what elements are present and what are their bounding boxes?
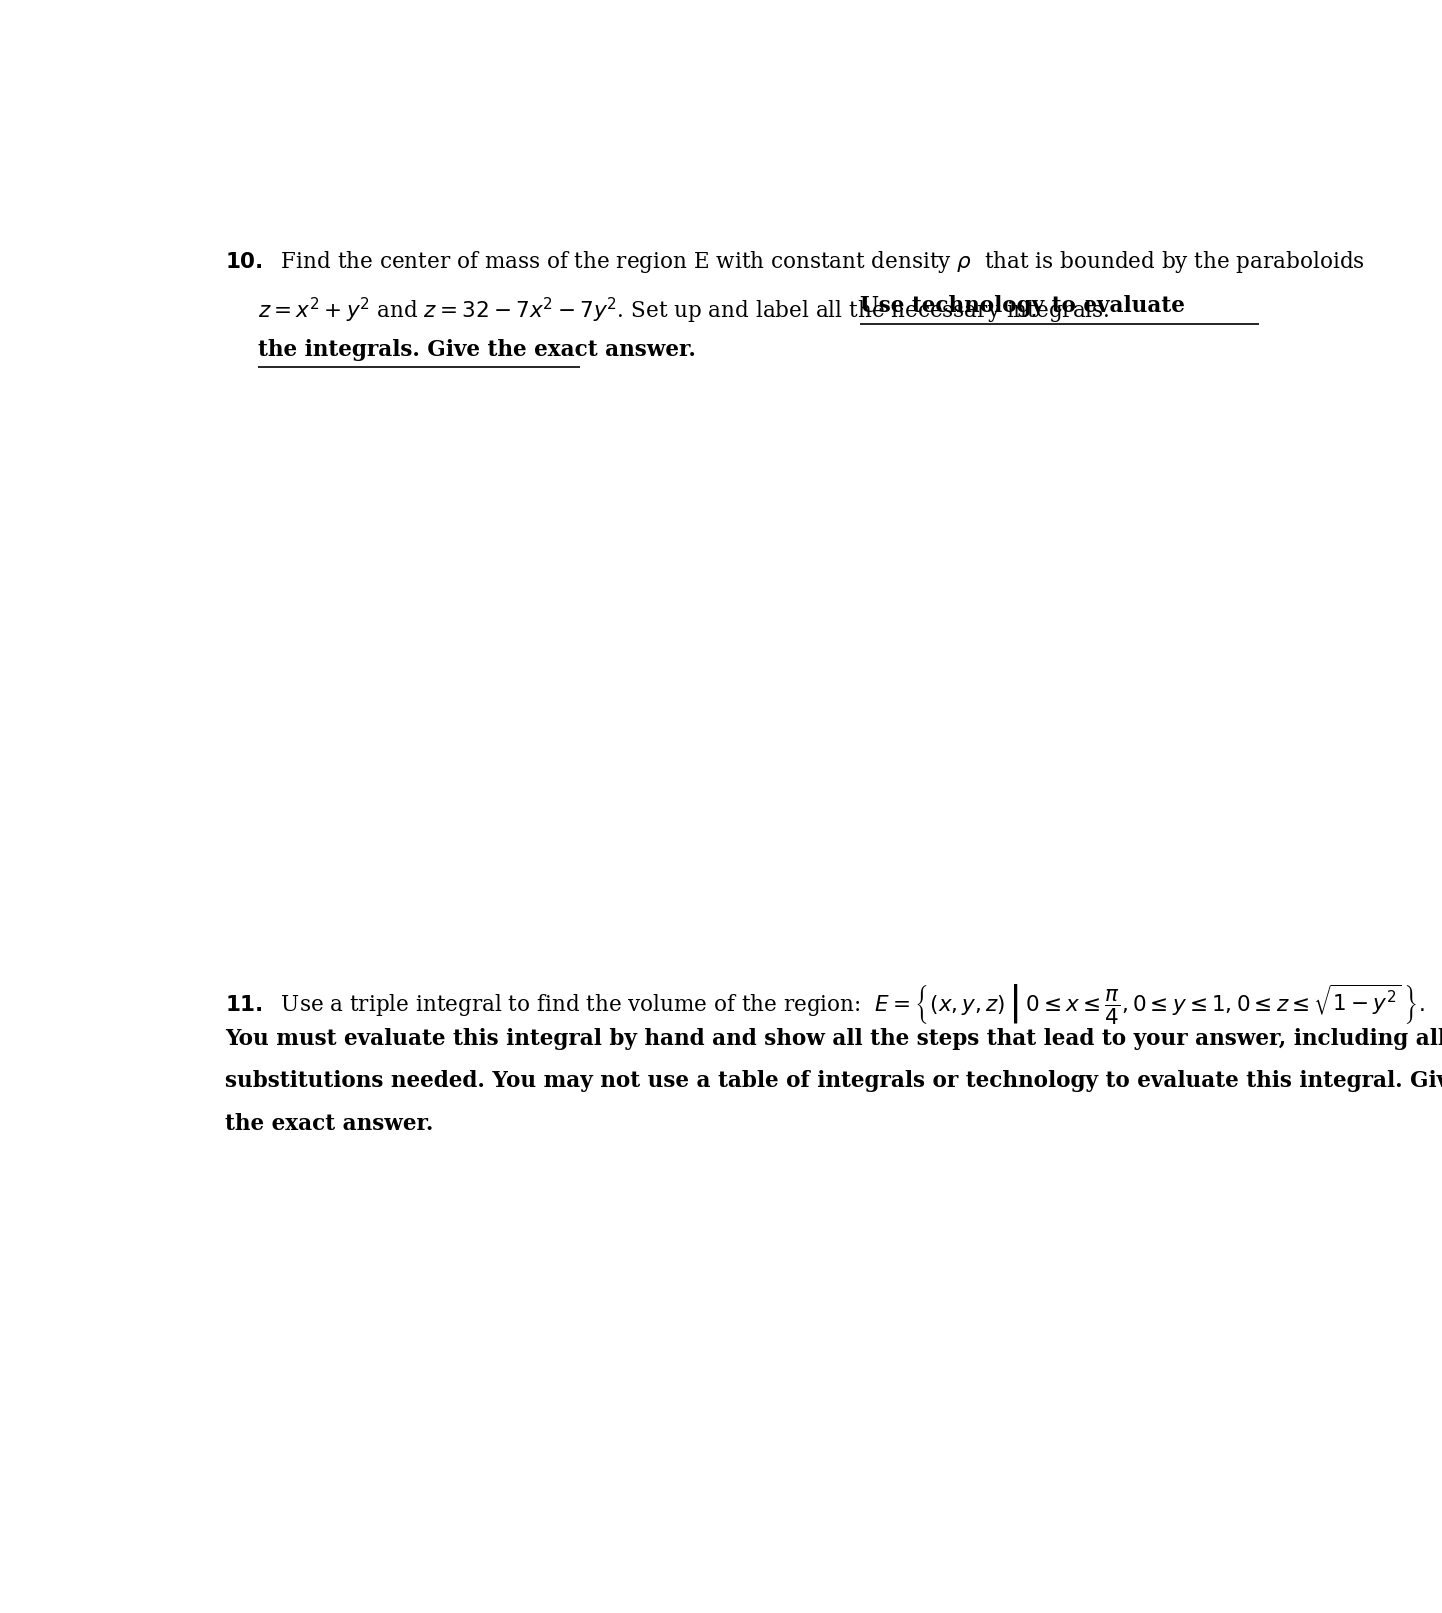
Text: $z = x^2 + y^2$ and $z = 32 - 7x^2 - 7y^2$. Set up and label all the necessary i: $z = x^2 + y^2$ and $z = 32 - 7x^2 - 7y^… [258,295,1112,326]
Text: $\mathbf{11.}$  Use a triple integral to find the volume of the region:  $E = \l: $\mathbf{11.}$ Use a triple integral to … [225,982,1425,1026]
Text: substitutions needed. You may not use a table of integrals or technology to eval: substitutions needed. You may not use a … [225,1071,1442,1092]
Text: $\mathbf{10.}$  Find the center of mass of the region E with constant density $\: $\mathbf{10.}$ Find the center of mass o… [225,250,1364,276]
Text: You must evaluate this integral by hand and show all the steps that lead to your: You must evaluate this integral by hand … [225,1027,1442,1050]
Text: Use technology to evaluate: Use technology to evaluate [859,295,1184,318]
Text: the exact answer.: the exact answer. [225,1113,434,1134]
Text: the integrals. Give the exact answer.: the integrals. Give the exact answer. [258,339,696,361]
